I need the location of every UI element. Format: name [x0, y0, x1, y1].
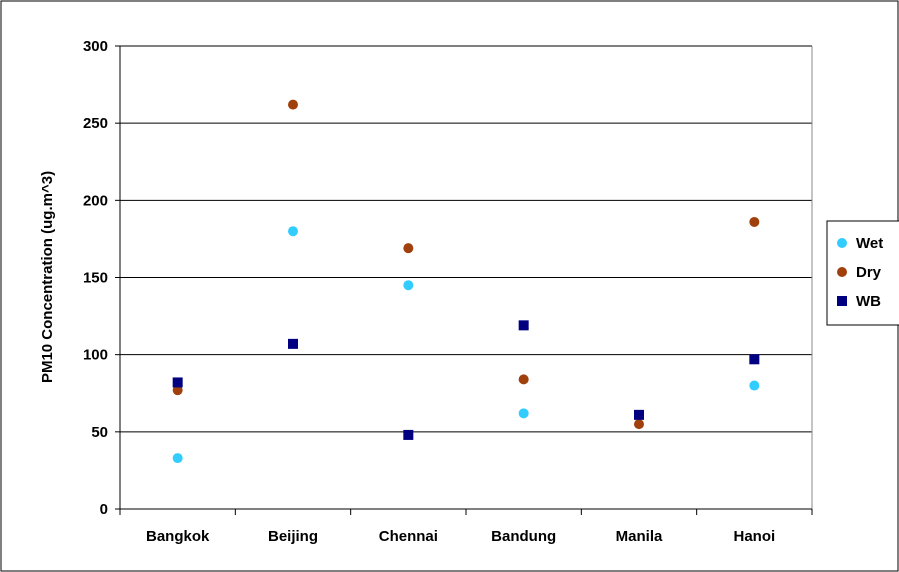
- x-tick-label-bandung: Bandung: [491, 528, 556, 545]
- y-tick-label-0: 0: [100, 501, 108, 518]
- legend-marker-wet: [837, 238, 847, 248]
- legend: Wet Dry WB: [826, 220, 899, 326]
- x-axis-ticks: Bangkok Beijing Chennai Bandung Manila Hanoi: [119, 509, 813, 545]
- x-tick-label-manila: Manila: [616, 528, 663, 545]
- point-wet-bangkok: [172, 453, 183, 464]
- point-dry-bangkok: [172, 385, 183, 396]
- point-wb-hanoi: [749, 354, 760, 365]
- y-tick-label-150: 150: [83, 270, 108, 287]
- data-points: [172, 99, 760, 464]
- y-axis-title: PM10 Concentration (ug.m^3): [39, 171, 56, 383]
- y-axis-ticks: 0 50 100 150 200 250 300: [83, 38, 120, 518]
- point-wb-beijing: [288, 338, 298, 349]
- grid: [120, 45, 812, 433]
- y-tick-label-100: 100: [83, 347, 108, 364]
- x-tick-label-beijing: Beijing: [268, 528, 318, 545]
- legend-label-wb: WB: [856, 293, 881, 310]
- point-wb-chennai: [403, 429, 414, 440]
- legend-label-wet: Wet: [856, 235, 883, 252]
- y-tick-label-200: 200: [83, 192, 108, 209]
- point-dry-chennai: [403, 243, 414, 254]
- point-wet-beijing: [288, 226, 298, 237]
- x-tick-label-bangkok: Bangkok: [146, 528, 210, 545]
- x-tick-label-chennai: Chennai: [379, 528, 438, 545]
- point-dry-hanoi: [749, 216, 760, 227]
- point-dry-bandung: [518, 374, 529, 385]
- point-dry-manila: [634, 419, 644, 430]
- point-wet-chennai: [403, 280, 414, 291]
- point-wb-bangkok: [172, 377, 183, 388]
- legend-label-dry: Dry: [856, 264, 882, 281]
- point-dry-beijing: [288, 99, 298, 110]
- x-tick-label-hanoi: Hanoi: [733, 528, 775, 545]
- point-wet-hanoi: [749, 380, 760, 391]
- point-wet-bandung: [518, 408, 529, 419]
- legend-marker-wb: [837, 296, 847, 306]
- legend-marker-dry: [837, 267, 847, 277]
- y-tick-label-250: 250: [83, 115, 108, 132]
- y-tick-label-50: 50: [91, 424, 108, 441]
- y-tick-label-300: 300: [83, 38, 108, 55]
- point-wb-manila: [634, 409, 644, 420]
- point-wb-bandung: [518, 320, 529, 331]
